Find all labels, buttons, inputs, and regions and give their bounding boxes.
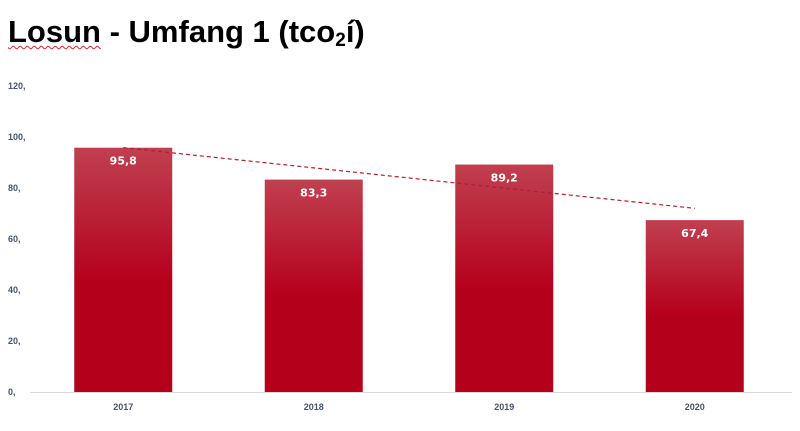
chart-title: Losun - Umfang 1 (tco2í) [8,14,365,52]
title-suffix: í) [345,14,365,49]
bar [264,179,363,392]
y-tick-label: 20, [8,336,21,346]
y-tick-label: 40, [8,285,21,295]
y-tick-label: 60, [8,234,21,244]
title-rest: - Umfang 1 (tco [101,14,336,49]
x-tick-label: 2017 [113,402,133,412]
y-axis: 0, 20, 40, 60, 80, 100, 120, [8,81,26,397]
x-tick-label: 2020 [685,402,705,412]
title-subscript: 2 [335,30,346,51]
bar [645,220,744,392]
x-axis: 2017 2018 2019 2020 [30,392,792,412]
bar-value-label: 83,3 [300,187,327,200]
y-tick-label: 100, [8,132,26,142]
trendline [123,147,695,209]
bar [455,164,554,392]
y-tick-label: 0, [8,387,16,397]
bars: 95,8 83,3 89,2 67,4 [74,147,744,392]
x-tick-label: 2018 [304,402,324,412]
y-tick-label: 120, [8,81,26,91]
bar-value-label: 89,2 [491,172,518,185]
y-tick-label: 80, [8,183,21,193]
x-tick-label: 2019 [494,402,514,412]
trendline-path [123,147,695,209]
bar-value-label: 95,8 [110,155,137,168]
bar [74,147,173,392]
bar-value-label: 67,4 [681,227,708,240]
title-word-underlined: Losun [8,14,101,49]
